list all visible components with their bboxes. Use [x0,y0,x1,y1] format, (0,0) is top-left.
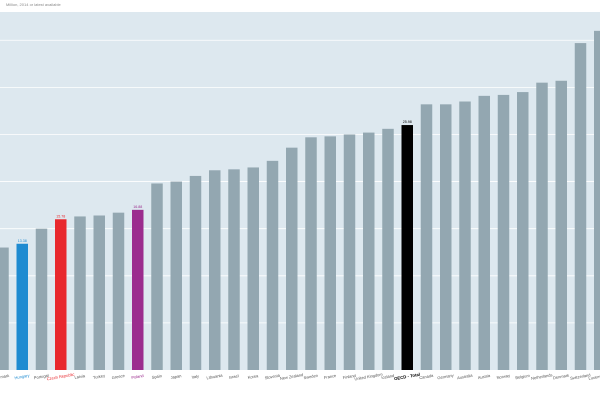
x-tick-label: Canada [419,373,434,380]
bar-japan [170,181,182,370]
bar-czech-republic [55,219,67,370]
bar-new-zealand [286,147,298,370]
x-tick-label: Hungary [14,373,30,381]
data-label: 25.98 [403,120,412,124]
bar-oecd-total [401,125,413,370]
x-tick-label: Austria [477,373,491,380]
bar-lithuania [209,170,221,370]
x-tick-label: Greece [111,373,126,380]
x-tick-label: Sweden [303,373,318,380]
x-tick-label: Japan [170,373,182,380]
bar-israel [228,169,240,370]
bar-luxembourg [594,30,600,371]
x-tick-label: Denmark [553,373,570,381]
data-label: 16.88 [133,205,142,209]
bar-germany [440,104,452,370]
bar-united-kingdom [363,132,375,370]
x-tick-label: Iceland [381,373,395,380]
x-tick-label: Switzerland [570,372,591,381]
bar-turkey [93,215,105,370]
bar-spain [151,183,163,370]
bar-iceland [382,128,394,370]
x-tick-label: Finland [342,373,356,380]
x-tick-label: United Kingdom [354,371,384,381]
bar-portugal [35,228,48,370]
bar-austria [478,95,490,371]
bar-korea [247,167,259,370]
bar-belgium [517,92,529,370]
x-tick-label: Italy [191,373,199,379]
x-tick-label: Luxembourg [588,372,600,381]
x-tick-label: New Zealand [279,372,303,381]
bar-sweden [305,137,317,370]
x-tick-label: …mark [0,373,10,380]
bar-italy [189,175,202,370]
data-label: 13.38 [18,239,27,243]
bar-canada [420,104,433,370]
x-tick-label: Israel [228,373,239,380]
bar-finland [343,134,356,370]
x-tick-label: Australia [457,373,474,381]
x-tick-label: OECD - Total [394,372,421,381]
x-tick-label: Lithuania [206,373,224,381]
bar-poland [132,209,144,370]
bar-australia [459,101,471,370]
plot-background [0,12,600,370]
bar-latvia [74,216,86,370]
x-tick-label: France [323,373,337,380]
bar-switzerland [574,43,587,370]
chart-subtitle: Million, 2014 or latest available [6,2,61,7]
x-tick-label: Poland [131,373,144,380]
x-tick-label: Latvia [74,373,86,380]
bar--mark [0,247,9,370]
bar-hungary [16,243,28,370]
bar-france [324,136,336,370]
x-tick-label: Netherlands [531,372,553,381]
x-tick-label: Norway [496,373,510,380]
bar-slovenia [266,160,279,370]
x-tick-label: Spain [151,373,162,380]
bar-netherlands [536,82,548,370]
x-tick-label: Czech Republic [46,372,74,382]
bar-norway [497,94,510,370]
x-tick-label: Portugal [33,373,49,381]
bar-denmark [555,80,567,370]
x-tick-label: Belgium [515,373,531,381]
x-tick-label: Turkey [93,373,106,380]
bar-greece [112,212,125,370]
x-tick-label: Germany [437,373,454,381]
x-tick-label: Korea [247,373,259,380]
data-label: 15.78 [56,214,65,218]
x-tick-label: Slovenia [264,373,281,381]
